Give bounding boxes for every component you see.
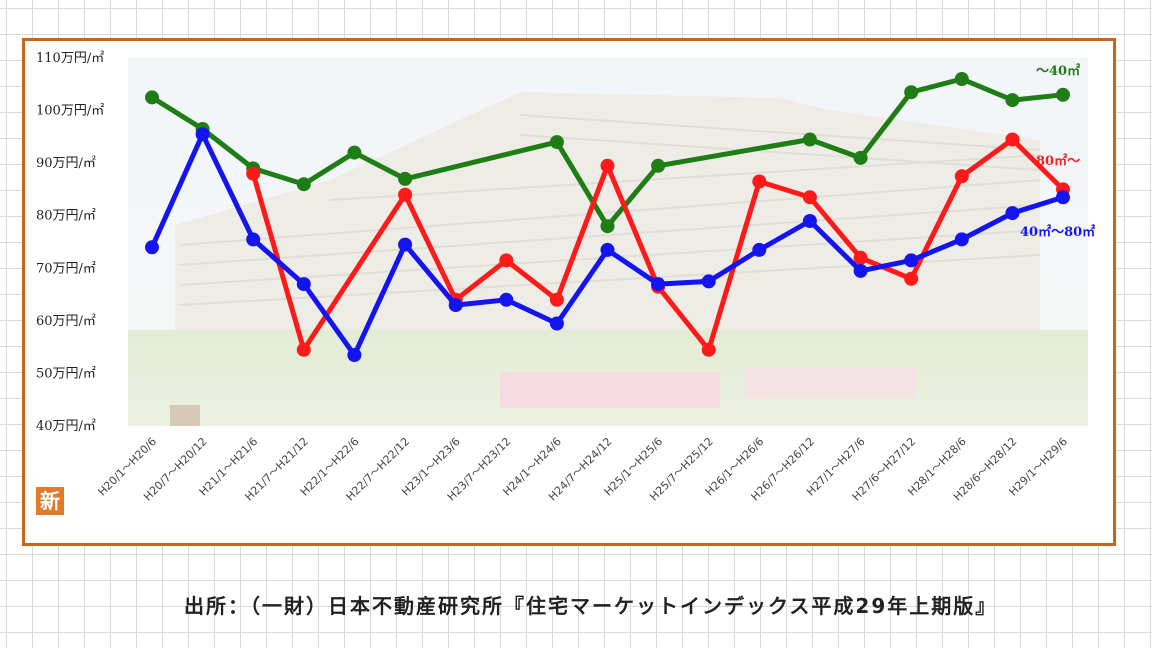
data-point [1005,132,1020,147]
y-tick-label: 80万円/㎡ [36,209,96,224]
data-point [499,253,514,268]
data-point [701,274,716,289]
data-point [145,90,159,105]
series-labels: ～40㎡ 80㎡～ 40㎡～80㎡ [1020,63,1095,240]
data-point [296,277,311,292]
data-point [752,174,767,189]
data-point [296,177,311,192]
data-point [398,237,413,252]
series-3 [145,127,1070,362]
data-point [600,158,615,173]
data-point [600,219,615,234]
series-label: 80㎡～ [1036,153,1080,169]
data-point [246,166,261,181]
y-tick-label: 90万円/㎡ [36,156,96,171]
series-line [250,137,1065,353]
data-point [853,150,868,165]
data-point [853,263,868,278]
data-point [246,232,261,247]
data-point [802,190,817,205]
data-point [296,342,311,357]
data-point [398,187,413,202]
y-tick-label: 40万円/㎡ [36,419,96,434]
data-point [954,232,969,247]
y-axis-ticks: 110万円/㎡ 100万円/㎡ 90万円/㎡ 80万円/㎡ 70万円/㎡ 60万円/㎡ 50… [36,51,104,434]
data-point [549,292,564,307]
data-point [549,135,564,150]
data-point [651,158,666,173]
data-point [600,242,615,257]
data-point [1056,190,1070,205]
y-tick-label: 50万円/㎡ [36,366,96,381]
data-point [347,145,362,160]
source-note: 出所：（一財）日本不動産研究所『住宅マーケットインデックス平成29年上期版』 [184,594,998,618]
data-point [853,250,868,265]
data-point [398,171,413,186]
data-point [954,72,969,86]
data-point [448,298,463,313]
data-point [701,342,716,357]
data-point [145,240,159,255]
y-tick-label: 110万円/㎡ [36,51,104,66]
data-point [347,348,362,362]
series-2 [246,132,1070,357]
data-point [651,277,666,292]
data-point [195,127,210,142]
data-point [904,85,919,100]
data-point [1056,87,1070,102]
data-point [1005,93,1020,108]
y-tick-label: 60万円/㎡ [36,314,96,329]
series-layer [145,72,1070,362]
data-point [499,292,514,307]
data-point [1005,206,1020,221]
y-tick-label: 100万円/㎡ [36,104,104,119]
series-label: ～40㎡ [1036,63,1080,79]
data-point [752,242,767,257]
data-point [904,253,919,268]
data-point [549,316,564,331]
series-label: 40㎡～80㎡ [1020,224,1095,240]
data-point [802,214,817,228]
new-badge-icon: 新 [36,487,64,515]
data-point [954,169,969,184]
data-point [904,271,919,286]
y-tick-label: 70万円/㎡ [36,261,96,276]
data-point [802,132,817,147]
x-axis-ticks: H20/1～H20/6H20/7～H20/12H21/1～H21/6H21/7～… [96,435,1071,504]
